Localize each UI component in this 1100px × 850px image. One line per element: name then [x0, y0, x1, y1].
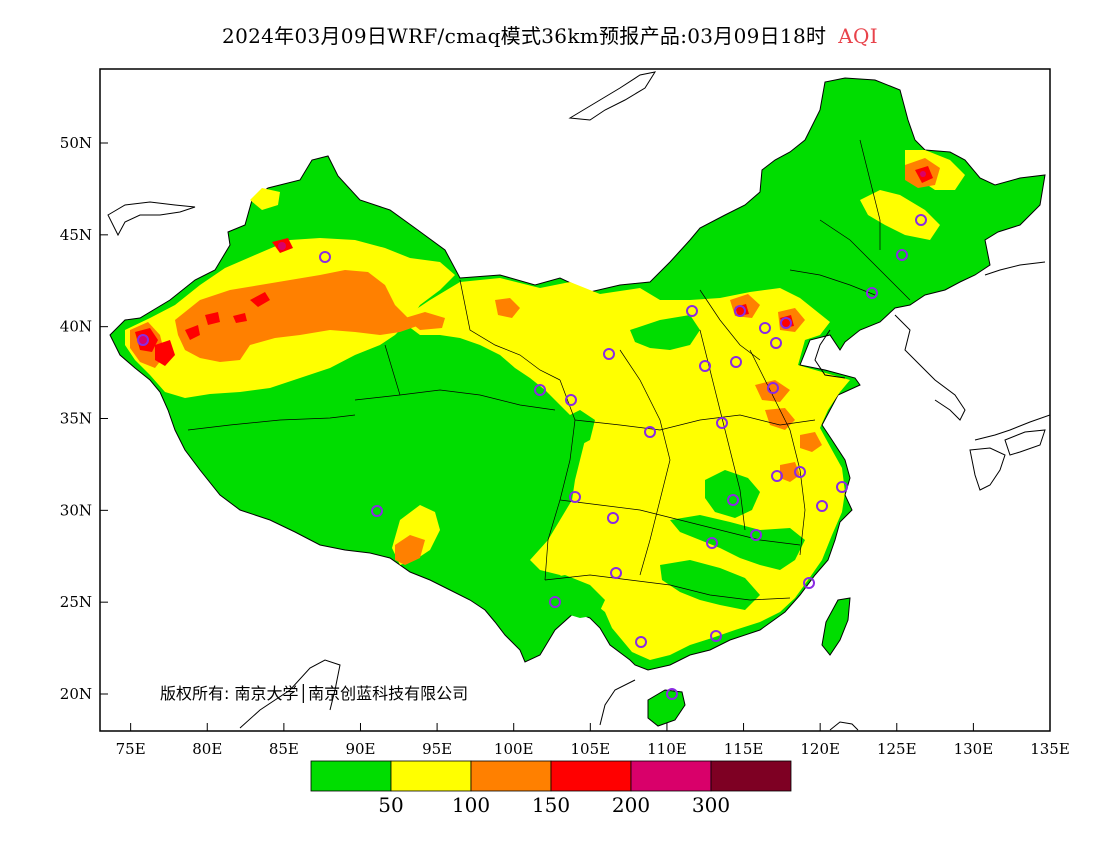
lat-tick-label: 20N	[60, 685, 92, 703]
lat-tick-label: 35N	[60, 410, 92, 428]
lon-tick-label: 75E	[116, 740, 146, 758]
station-marker	[706, 537, 718, 549]
legend-color-box	[630, 760, 712, 792]
station-marker	[727, 494, 739, 506]
lon-tick-label: 105E	[571, 740, 611, 758]
legend-color-box	[310, 760, 392, 792]
map-content	[107, 71, 1050, 731]
station-marker	[569, 491, 581, 503]
station-marker	[710, 630, 722, 642]
lon-tick-label: 100E	[494, 740, 534, 758]
station-marker	[699, 360, 711, 372]
station-marker	[770, 337, 782, 349]
legend-color-box	[710, 760, 792, 792]
station-marker	[896, 249, 908, 261]
station-marker	[603, 348, 615, 360]
station-marker	[816, 500, 828, 512]
legend-label: 300	[692, 793, 730, 817]
station-marker	[565, 394, 577, 406]
lat-tick-label: 25N	[60, 593, 92, 611]
station-marker	[780, 317, 792, 329]
legend-color-box	[390, 760, 472, 792]
province-borders	[187, 139, 911, 601]
station-marker	[767, 382, 779, 394]
lat-tick-label: 40N	[60, 318, 92, 336]
station-marker	[610, 567, 622, 579]
station-marker	[549, 596, 561, 608]
station-marker	[750, 529, 762, 541]
lat-tick-label: 30N	[60, 501, 92, 519]
lon-tick-label: 135E	[1030, 740, 1070, 758]
station-marker	[644, 426, 656, 438]
station-marker	[734, 305, 746, 317]
good-zones-inner	[540, 315, 805, 618]
station-marker	[607, 512, 619, 524]
lon-tick-label: 80E	[192, 740, 222, 758]
taiwan-island	[821, 597, 851, 656]
legend-label: 50	[378, 793, 403, 817]
longitude-axis: 75E 80E 85E 90E 95E 100E 105E 110E 115E 120E 125E 1…	[116, 723, 1070, 758]
lon-tick-label: 130E	[954, 740, 994, 758]
station-markers	[137, 214, 927, 700]
lat-tick-label: 50N	[60, 134, 92, 152]
page-title: 2024年03月09日WRF/cmaq模式36km预报产品:03月09日18时 A…	[0, 20, 1100, 49]
station-marker	[759, 322, 771, 334]
station-marker	[137, 334, 149, 346]
legend-label: 200	[612, 793, 650, 817]
legend-color-box	[550, 760, 632, 792]
map-frame	[99, 68, 1051, 732]
latitude-axis: 20N 25N 30N 35N 40N 45N 50N	[60, 134, 108, 703]
station-marker	[686, 305, 698, 317]
legend-color-box	[470, 760, 552, 792]
lon-tick-label: 110E	[647, 740, 687, 758]
station-marker	[866, 287, 878, 299]
lat-tick-label: 45N	[60, 226, 92, 244]
station-marker	[371, 505, 383, 517]
lon-tick-label: 115E	[724, 740, 764, 758]
legend-label: 150	[532, 793, 570, 817]
title-main: 2024年03月09日WRF/cmaq模式36km预报产品:03月09日18时	[222, 24, 827, 48]
legend-label: 100	[452, 793, 490, 817]
very-unhealthy-zones	[138, 171, 926, 345]
station-marker	[915, 214, 927, 226]
station-marker	[716, 417, 728, 429]
coastlines	[107, 71, 1050, 731]
station-marker	[771, 470, 783, 482]
lon-tick-label: 95E	[422, 740, 452, 758]
station-marker	[836, 481, 848, 493]
lon-tick-label: 85E	[269, 740, 299, 758]
station-marker	[730, 356, 742, 368]
station-marker	[319, 251, 331, 263]
station-marker	[803, 577, 815, 589]
title-variable: AQI	[838, 24, 878, 48]
station-marker	[534, 384, 546, 396]
station-marker	[635, 636, 647, 648]
station-marker	[666, 688, 678, 700]
station-marker	[794, 466, 806, 478]
lon-tick-label: 90E	[345, 740, 375, 758]
copyright-notice: 版权所有: 南京大学│南京创蓝科技有限公司	[160, 684, 469, 703]
lon-tick-label: 125E	[877, 740, 917, 758]
aqi-legend: 50 100 150 200 300	[310, 760, 792, 817]
lon-tick-label: 120E	[800, 740, 840, 758]
